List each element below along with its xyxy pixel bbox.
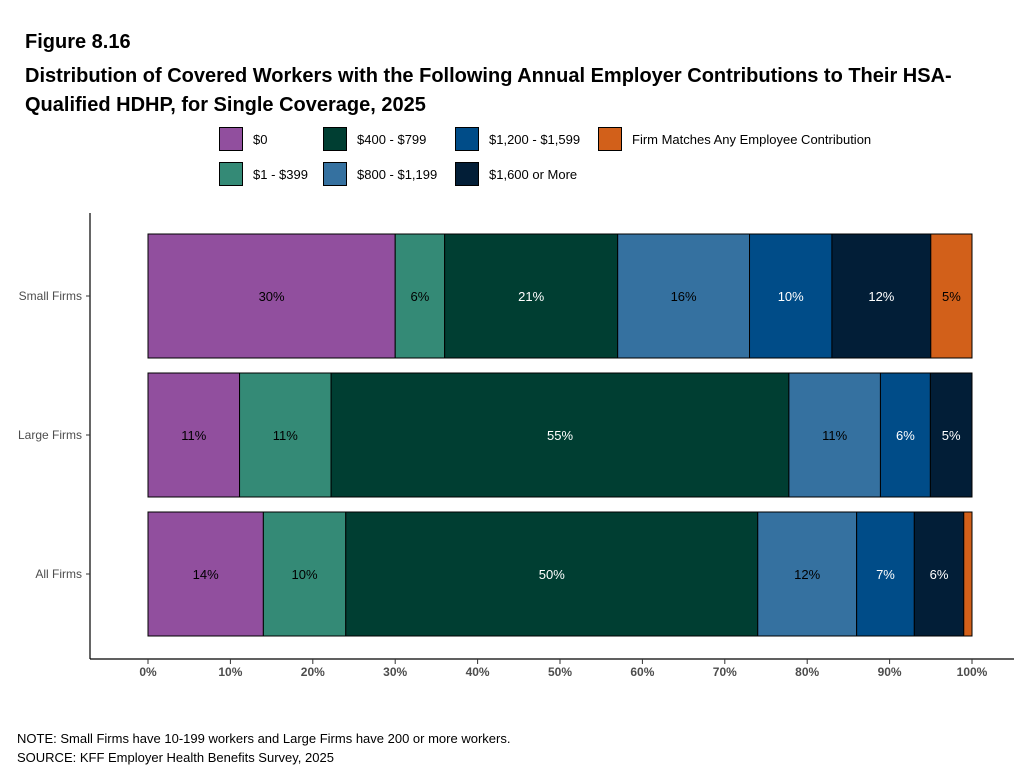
x-tick-label: 10%: [218, 665, 242, 679]
segment-label: 5%: [942, 289, 961, 304]
bar-segment: [929, 372, 973, 498]
x-tick-label: 30%: [383, 665, 407, 679]
bar-segment: [394, 233, 446, 359]
segment-label: 7%: [876, 567, 895, 582]
legend-swatch-2: [323, 127, 347, 151]
x-tick-label: 40%: [466, 665, 490, 679]
segment-label: 11%: [822, 428, 847, 443]
segment-label: 10%: [292, 567, 318, 582]
legend-label-2: $400 - $799: [357, 131, 427, 147]
segment-labels: 30% 6% 21% 16% 10% 12% 5% 11% 11% 55% 11% 6% 5% 14% 10…: [181, 289, 961, 582]
legend: $0 $1 - $399 $400 - $799 $800 - $1,199 $…: [219, 127, 919, 189]
legend-item-3: $800 - $1,199: [323, 162, 437, 186]
legend-item-1: $1 - $399: [219, 162, 308, 186]
category-labels: Small Firms Large Firms All Firms: [18, 289, 90, 581]
legend-swatch-5: [455, 162, 479, 186]
segment-label: 5%: [942, 428, 961, 443]
legend-swatch-4: [455, 127, 479, 151]
bar-segment: [444, 233, 619, 359]
bar-segment: [749, 233, 833, 359]
category-label: Large Firms: [18, 428, 82, 442]
segment-label: 10%: [778, 289, 804, 304]
x-tick-label: 0%: [139, 665, 157, 679]
segment-label: 12%: [868, 289, 894, 304]
segment-label: 6%: [411, 289, 430, 304]
x-tick-label: 60%: [630, 665, 654, 679]
x-tick-label: 90%: [878, 665, 902, 679]
bar-segment: [262, 511, 347, 637]
bar-segment: [617, 233, 751, 359]
x-ticks: 0% 10% 20% 30% 40% 50% 60% 70% 80% 90% 100%: [139, 659, 988, 679]
x-tick-label: 80%: [795, 665, 819, 679]
segment-label: 30%: [259, 289, 285, 304]
legend-swatch-1: [219, 162, 243, 186]
legend-label-0: $0: [253, 131, 268, 147]
legend-item-4: $1,200 - $1,599: [455, 127, 580, 151]
bar-segment: [147, 511, 264, 637]
segment-label: 11%: [181, 428, 206, 443]
x-tick-label: 20%: [301, 665, 325, 679]
legend-label-1: $1 - $399: [253, 166, 308, 182]
segment-label: 50%: [539, 567, 565, 582]
bar-segment: [757, 511, 858, 637]
segment-label: 21%: [518, 289, 544, 304]
segment-label: 6%: [896, 428, 915, 443]
bar-segment: [831, 233, 932, 359]
x-tick-label: 100%: [957, 665, 988, 679]
bar-segment: [856, 511, 915, 637]
segment-label: 55%: [547, 428, 573, 443]
source-text: SOURCE: KFF Employer Health Benefits Sur…: [17, 750, 334, 765]
legend-label-4: $1,200 - $1,599: [489, 131, 581, 147]
legend-label-6: Firm Matches Any Employee Contribution: [632, 131, 872, 147]
segment-label: 12%: [794, 567, 820, 582]
legend-label-3: $800 - $1,199: [357, 166, 438, 182]
segment-label: 16%: [671, 289, 697, 304]
chart-title: Distribution of Covered Workers with the…: [25, 65, 952, 116]
legend-item-0: $0: [219, 127, 267, 151]
legend-item-6: Firm Matches Any Employee Contribution: [598, 127, 871, 151]
note-text: NOTE: Small Firms have 10-199 workers an…: [17, 731, 511, 746]
segment-label: 6%: [930, 567, 949, 582]
legend-label-5: $1,600 or More: [489, 166, 578, 182]
legend-swatch-6: [598, 127, 622, 151]
bar-segment: [879, 372, 931, 498]
bar-segment: [239, 372, 332, 498]
x-tick-label: 50%: [548, 665, 572, 679]
segment-label: 14%: [193, 567, 219, 582]
legend-item-2: $400 - $799: [323, 127, 426, 151]
category-label: All Firms: [35, 567, 82, 581]
bar-segment: [788, 372, 881, 498]
legend-swatch-0: [219, 127, 243, 151]
segment-label: 11%: [273, 428, 298, 443]
category-label: Small Firms: [19, 289, 82, 303]
bar-segment: [930, 233, 973, 359]
bar-segment: [913, 511, 965, 637]
legend-swatch-3: [323, 162, 347, 186]
bar-segment: [147, 372, 241, 498]
bar-segment: [330, 372, 790, 498]
legend-item-5: $1,600 or More: [455, 162, 577, 186]
bar-segments: [147, 233, 973, 637]
bar-segment: [963, 511, 973, 637]
figure-label: Figure 8.16: [25, 31, 131, 53]
bar-segment: [345, 511, 759, 637]
x-tick-label: 70%: [713, 665, 737, 679]
